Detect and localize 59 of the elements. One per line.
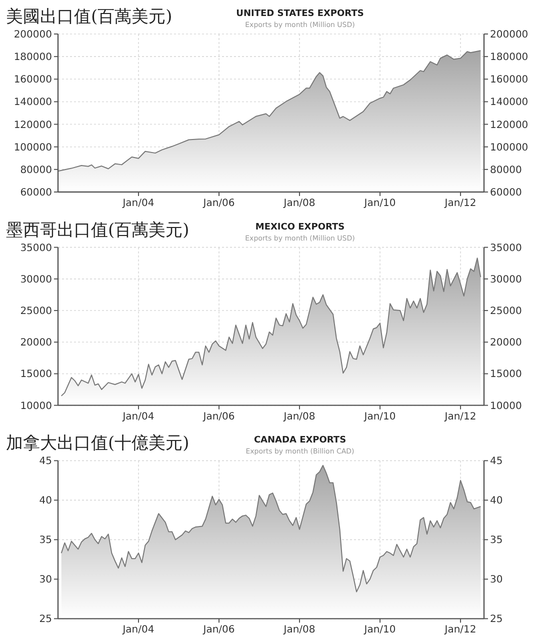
x-tick-label: Jan/04 bbox=[122, 624, 154, 636]
y-tick-label: 35000 bbox=[20, 242, 52, 254]
x-tick-label: Jan/10 bbox=[363, 198, 396, 209]
y2-tick-label: 35000 bbox=[490, 242, 522, 254]
y2-tick-label: 180000 bbox=[490, 52, 528, 64]
x-tick-label: Jan/10 bbox=[363, 624, 396, 636]
x-tick-label: Jan/04 bbox=[122, 198, 154, 209]
y-tick-label: 180000 bbox=[14, 52, 52, 64]
y2-tick-label: 200000 bbox=[490, 30, 528, 40]
x-tick-label: Jan/04 bbox=[122, 411, 154, 422]
y-tick-label: 100000 bbox=[14, 142, 52, 154]
y2-tick-label: 30 bbox=[490, 574, 503, 586]
x-tick-label: Jan/06 bbox=[202, 411, 235, 422]
y-tick-label: 35 bbox=[39, 535, 52, 546]
chart-title: MEXICO EXPORTS bbox=[255, 222, 345, 232]
text: 美國出口值(百萬美元) bbox=[6, 7, 172, 27]
x-tick-label: Jan/06 bbox=[202, 198, 235, 209]
y2-tick-label: 20000 bbox=[490, 338, 522, 349]
x-tick-label: Jan/12 bbox=[444, 198, 476, 209]
y-tick-label: 80000 bbox=[20, 164, 52, 176]
y-tick-label: 60000 bbox=[20, 188, 52, 198]
text: 墨西哥出口值(百萬美元) bbox=[6, 220, 190, 240]
x-tick-label: Jan/12 bbox=[444, 624, 476, 636]
y-tick-label: 45 bbox=[39, 456, 52, 468]
x-tick-label: Jan/12 bbox=[444, 411, 476, 422]
y2-tick-label: 120000 bbox=[490, 120, 528, 131]
chart-title: CANADA EXPORTS bbox=[254, 436, 346, 446]
y2-tick-label: 80000 bbox=[490, 164, 522, 176]
y-tick-label: 25000 bbox=[20, 306, 52, 318]
y2-tick-label: 45 bbox=[490, 456, 503, 468]
y2-tick-label: 100000 bbox=[490, 142, 528, 154]
x-tick-label: Jan/08 bbox=[282, 198, 316, 209]
y2-tick-label: 60000 bbox=[490, 188, 522, 198]
text: 加拿大出口值(十億美元) bbox=[6, 434, 190, 454]
y2-tick-label: 15000 bbox=[490, 369, 522, 380]
y2-tick-label: 35 bbox=[490, 535, 503, 546]
y-tick-label: 10000 bbox=[20, 400, 52, 412]
y2-tick-label: 25 bbox=[490, 614, 503, 626]
x-tick-label: Jan/06 bbox=[202, 624, 235, 636]
y2-tick-label: 160000 bbox=[490, 74, 528, 86]
y-tick-label: 200000 bbox=[14, 30, 52, 40]
y2-tick-label: 30000 bbox=[490, 274, 522, 286]
y2-tick-label: 25000 bbox=[490, 306, 522, 318]
y-tick-label: 160000 bbox=[14, 74, 52, 86]
y-tick-label: 140000 bbox=[14, 97, 52, 108]
y-tick-label: 15000 bbox=[20, 369, 52, 380]
x-tick-label: Jan/10 bbox=[363, 411, 396, 422]
y-tick-label: 30000 bbox=[20, 274, 52, 286]
y2-tick-label: 40 bbox=[490, 496, 503, 507]
y2-tick-label: 140000 bbox=[490, 97, 528, 108]
x-tick-label: Jan/08 bbox=[282, 624, 316, 636]
y-tick-label: 25 bbox=[39, 614, 52, 626]
y2-tick-label: 10000 bbox=[490, 400, 522, 412]
x-tick-label: Jan/08 bbox=[282, 411, 316, 422]
chart-title: UNITED STATES EXPORTS bbox=[236, 9, 364, 19]
y-tick-label: 120000 bbox=[14, 120, 52, 131]
y-tick-label: 30 bbox=[39, 574, 52, 586]
y-tick-label: 40 bbox=[39, 496, 52, 507]
y-tick-label: 20000 bbox=[20, 338, 52, 349]
